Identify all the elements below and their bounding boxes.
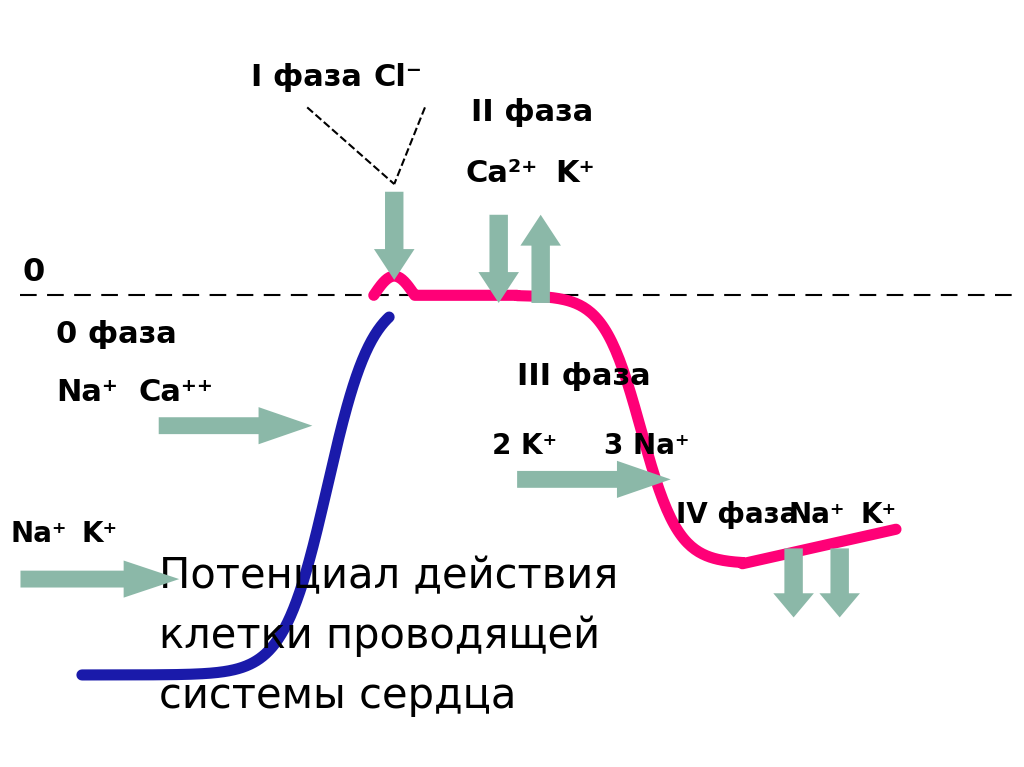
Text: 3 Na⁺: 3 Na⁺: [604, 432, 689, 460]
Text: Ca⁺⁺: Ca⁺⁺: [138, 377, 213, 407]
Text: IV фаза: IV фаза: [676, 501, 799, 529]
FancyArrow shape: [520, 215, 561, 303]
Text: Потенциал действия
клетки проводящей
системы сердца: Потенциал действия клетки проводящей сис…: [159, 555, 617, 717]
Text: K⁺: K⁺: [555, 159, 595, 188]
Text: I фаза: I фаза: [251, 63, 361, 92]
Text: 0: 0: [23, 257, 45, 288]
FancyArrow shape: [20, 561, 179, 597]
Text: Na⁺: Na⁺: [56, 377, 118, 407]
FancyArrow shape: [374, 192, 415, 280]
Text: K⁺: K⁺: [860, 501, 896, 529]
FancyArrow shape: [819, 548, 860, 617]
Text: 2 K⁺: 2 K⁺: [492, 432, 557, 460]
Text: 0 фаза: 0 фаза: [56, 320, 177, 349]
Text: Na⁺: Na⁺: [788, 501, 845, 529]
Text: K⁺: K⁺: [82, 520, 118, 548]
Text: Na⁺: Na⁺: [10, 520, 67, 548]
Text: Ca²⁺: Ca²⁺: [466, 159, 539, 188]
FancyArrow shape: [478, 215, 519, 303]
FancyArrow shape: [159, 407, 312, 444]
Text: II фаза: II фаза: [471, 97, 593, 127]
Text: Cl⁻: Cl⁻: [374, 63, 423, 92]
FancyArrow shape: [773, 548, 814, 617]
Text: III фаза: III фаза: [517, 362, 650, 391]
FancyArrow shape: [517, 461, 671, 498]
